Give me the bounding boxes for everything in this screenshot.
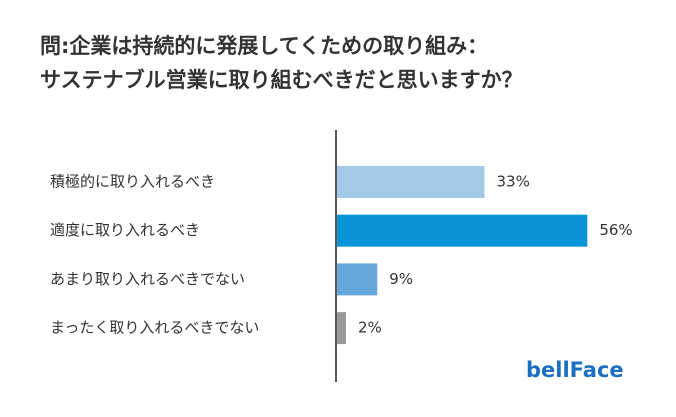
- category-label: 積極的に取り入れるべき: [50, 173, 215, 191]
- category-label: まったく取り入れるべきでない: [50, 319, 259, 337]
- bar: [337, 312, 346, 345]
- value-label: 9%: [389, 270, 413, 288]
- category-label: 適度に取り入れるべき: [50, 221, 200, 239]
- value-label: 33%: [497, 173, 530, 191]
- bar: [337, 166, 485, 198]
- bar: [337, 214, 588, 247]
- chart-title: 問:企業は持続的に発展してくための取り組み：: [40, 34, 488, 58]
- bar: [337, 263, 378, 296]
- value-label: 56%: [599, 221, 632, 239]
- logo: bellFace: [526, 358, 624, 382]
- category-label: あまり取り入れるべきでない: [50, 270, 245, 288]
- chart-title: サステナブル営業に取り組むべきだと思いますか？: [40, 68, 523, 92]
- value-label: 2%: [358, 319, 382, 337]
